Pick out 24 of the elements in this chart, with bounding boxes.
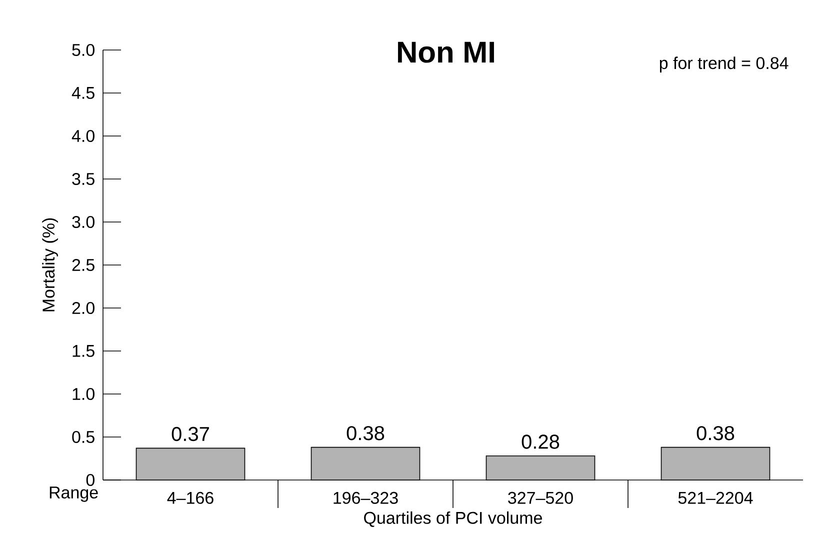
text: Range (50, 486, 98, 502)
y-tick-label: 2.0 (72, 302, 94, 314)
y-tick-label: 2.5 (72, 258, 94, 272)
data-label: 0.28 (522, 434, 560, 449)
y-tick-label: 5.0 (72, 44, 94, 56)
chart-title: Non MI (398, 42, 494, 63)
y-tick-label: 1.5 (72, 345, 94, 357)
data-label: 0.38 (346, 426, 384, 440)
y-tick-label: 3.5 (72, 172, 94, 186)
x-tick-label: 196–323 (334, 492, 398, 504)
x-axis-title: Quartiles of PCI volume (364, 511, 542, 527)
y-tick-label: 4.5 (72, 87, 94, 99)
annotation: p for trend = 0.84 (660, 56, 788, 72)
data-label: 0.38 (696, 426, 734, 440)
y-tick-label: 4.0 (72, 130, 94, 142)
x-tick-label: 327–520 (508, 492, 573, 504)
x-tick-label: 4–166 (167, 492, 214, 504)
y-tick-label: 0 (86, 474, 94, 486)
y-tick-label: 1.0 (72, 388, 94, 400)
y-tick-label: 0.5 (72, 430, 94, 444)
x-tick-label: 521–2204 (678, 492, 753, 504)
data-label: 0.37 (172, 426, 209, 442)
y-axis-title: Mortality (%) (42, 218, 58, 312)
y-tick-label: 3.0 (72, 216, 94, 228)
